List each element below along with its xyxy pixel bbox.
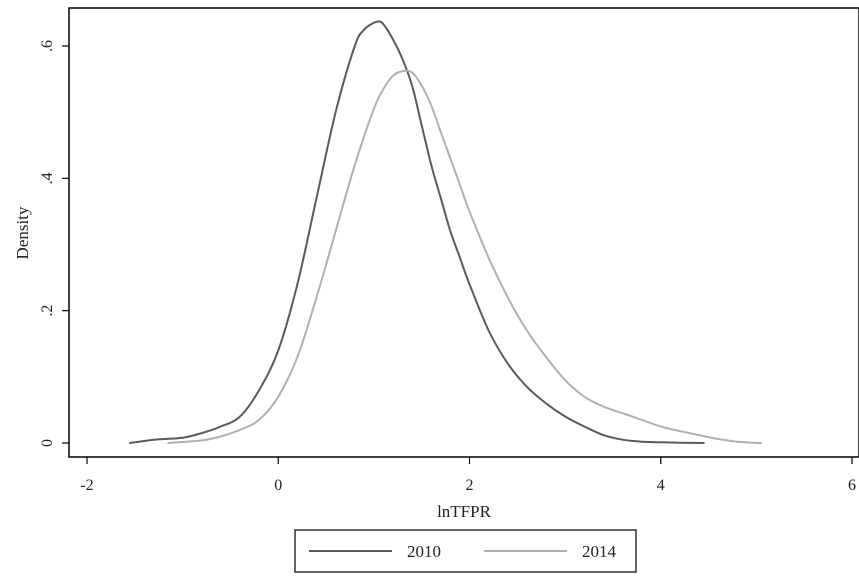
legend-label-2014: 2014 <box>582 542 617 561</box>
x-axis: -2 0 2 4 6 <box>80 457 856 494</box>
legend-label-2010: 2010 <box>407 542 441 561</box>
series-line-2014 <box>167 69 763 444</box>
x-tick-label-4: 6 <box>848 477 856 494</box>
y-tick-label-2: .4 <box>39 172 56 184</box>
series-line-2010 <box>129 20 705 444</box>
x-tick-label-3: 4 <box>657 477 665 494</box>
x-axis-title: lnTFPR <box>437 502 492 521</box>
y-axis: 0 .2 .4 .6 <box>39 40 69 447</box>
y-tick-label-1: .2 <box>39 305 56 317</box>
x-tick-label-2: 2 <box>466 477 474 494</box>
x-tick-label-0: -2 <box>80 477 93 494</box>
plot-frame <box>68 7 859 458</box>
legend: 2010 2014 <box>294 529 637 573</box>
x-tick-label-1: 0 <box>274 477 282 494</box>
y-tick-label-0: 0 <box>39 439 56 447</box>
y-tick-label-3: .6 <box>39 40 56 52</box>
y-axis-title: Density <box>13 206 32 259</box>
series-layer <box>129 20 763 444</box>
